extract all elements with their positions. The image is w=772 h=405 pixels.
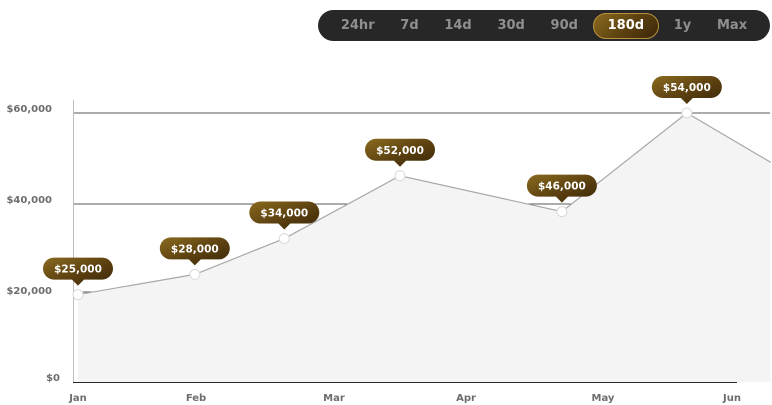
range-14d-button[interactable]: 14d bbox=[444, 17, 472, 33]
data-point[interactable] bbox=[394, 170, 406, 182]
value-label-text: $28,000 bbox=[171, 243, 219, 255]
data-point[interactable] bbox=[72, 289, 84, 301]
x-tick-label: Apr bbox=[456, 393, 476, 404]
data-point[interactable] bbox=[681, 107, 693, 119]
value-label-text: $52,000 bbox=[376, 145, 424, 157]
value-label: $46,000 bbox=[526, 174, 597, 203]
value-label: $28,000 bbox=[159, 237, 230, 266]
value-label-bubble bbox=[651, 76, 722, 104]
range-180d-button[interactable]: 180d bbox=[592, 12, 660, 39]
value-label-bubble bbox=[43, 257, 114, 286]
y-tick-label: $0 bbox=[46, 373, 60, 384]
x-tick-label: Mar bbox=[323, 393, 345, 404]
y-tick-label: $60,000 bbox=[6, 104, 52, 115]
value-label-bubble bbox=[365, 138, 435, 167]
range-max-button[interactable]: Max bbox=[716, 17, 748, 33]
value-label: $34,000 bbox=[249, 201, 320, 230]
data-point[interactable] bbox=[278, 233, 290, 245]
value-label: $25,000 bbox=[43, 257, 114, 286]
value-label: $52,000 bbox=[365, 138, 435, 167]
x-tick-label: Feb bbox=[186, 393, 206, 404]
x-tick-label: Jun bbox=[722, 393, 741, 404]
value-label-bubble bbox=[249, 201, 320, 230]
y-tick-label: $20,000 bbox=[6, 286, 52, 297]
value-label-text: $25,000 bbox=[54, 264, 102, 276]
range-90d-button[interactable]: 90d bbox=[550, 17, 578, 33]
data-point[interactable] bbox=[189, 268, 201, 280]
value-label-text: $34,000 bbox=[260, 208, 308, 220]
value-label-text: $46,000 bbox=[538, 181, 586, 193]
value-label-bubble bbox=[159, 237, 230, 266]
y-tick-label: $40,000 bbox=[6, 195, 52, 206]
value-label: $54,000 bbox=[651, 76, 722, 104]
value-label-text: $54,000 bbox=[663, 82, 711, 94]
time-range-selector: 24hr 7d 14d 30d 90d 180d 1y Max bbox=[318, 10, 770, 41]
x-tick-label: Jan bbox=[68, 393, 87, 404]
x-tick-label: May bbox=[592, 393, 615, 404]
data-point[interactable] bbox=[556, 206, 568, 218]
range-30d-button[interactable]: 30d bbox=[497, 17, 525, 33]
value-label-bubble bbox=[526, 174, 597, 203]
range-24hr-button[interactable]: 24hr bbox=[340, 17, 375, 33]
range-1y-button[interactable]: 1y bbox=[673, 17, 692, 33]
range-7d-button[interactable]: 7d bbox=[400, 17, 419, 33]
area-fill bbox=[78, 113, 771, 382]
